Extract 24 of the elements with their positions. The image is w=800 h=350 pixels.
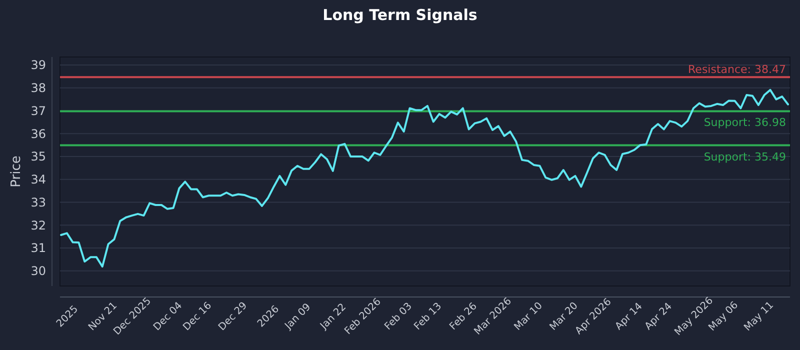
x-tick-label: Dec 29	[216, 300, 250, 334]
x-tick-label: Apr 14	[613, 301, 645, 332]
y-tick-label: 36	[30, 126, 46, 141]
y-tick-label: 34	[30, 172, 46, 187]
ref-line-label: Support: 35.49	[704, 150, 786, 164]
x-tick-label: Dec 16	[181, 300, 214, 334]
y-tick-label: 39	[30, 58, 46, 72]
y-tick-label: 37	[30, 104, 46, 118]
line-series	[60, 88, 789, 268]
x-tick-label: Mar 10	[512, 300, 545, 333]
y-tick-label: 31	[30, 241, 46, 256]
x-tick-label: Apr 24	[643, 301, 674, 332]
ref-line-label: Resistance: 38.47	[688, 63, 786, 76]
y-axis-title: Price	[9, 156, 24, 188]
x-tick-label: Feb 13	[412, 300, 444, 332]
chart-title: Long Term Signals	[322, 6, 478, 24]
y-tick-label: 33	[30, 195, 46, 210]
y-tick-label: 38	[30, 81, 46, 96]
x-tick-label: Feb 03	[382, 300, 414, 332]
y-tick-label: 32	[30, 218, 46, 232]
ref-line-label: Support: 36.98	[704, 116, 786, 130]
y-tick-label: 35	[30, 150, 46, 164]
y-tick-label: 30	[30, 264, 46, 278]
x-tick-label: Jan 09	[282, 302, 314, 332]
